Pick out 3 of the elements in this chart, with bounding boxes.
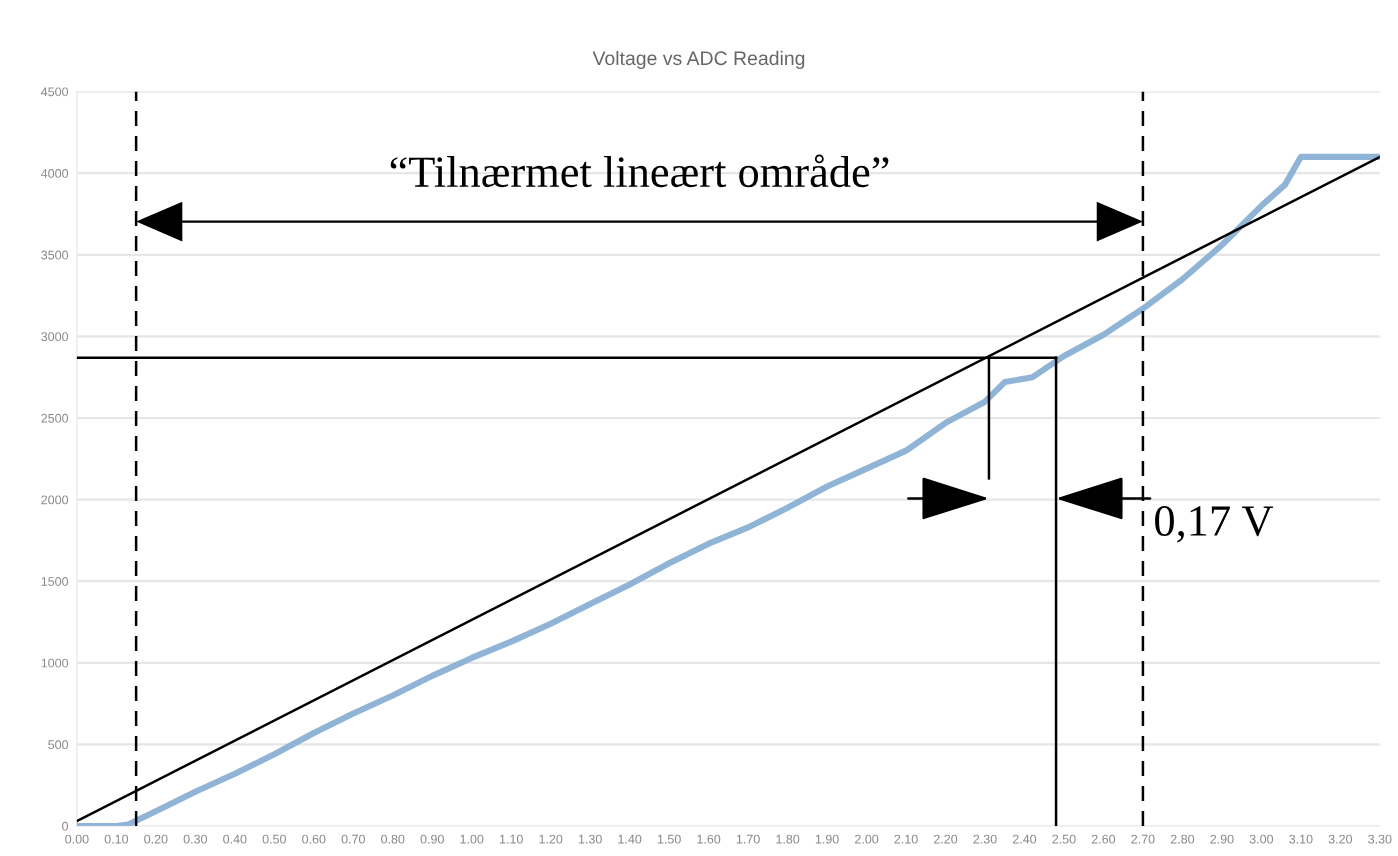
annotation: 0,17 V [1155, 506, 1274, 543]
annotation: “Tilnærmet lineært område” [390, 154, 889, 188]
chart-title: Voltage vs ADC Reading [592, 50, 805, 69]
